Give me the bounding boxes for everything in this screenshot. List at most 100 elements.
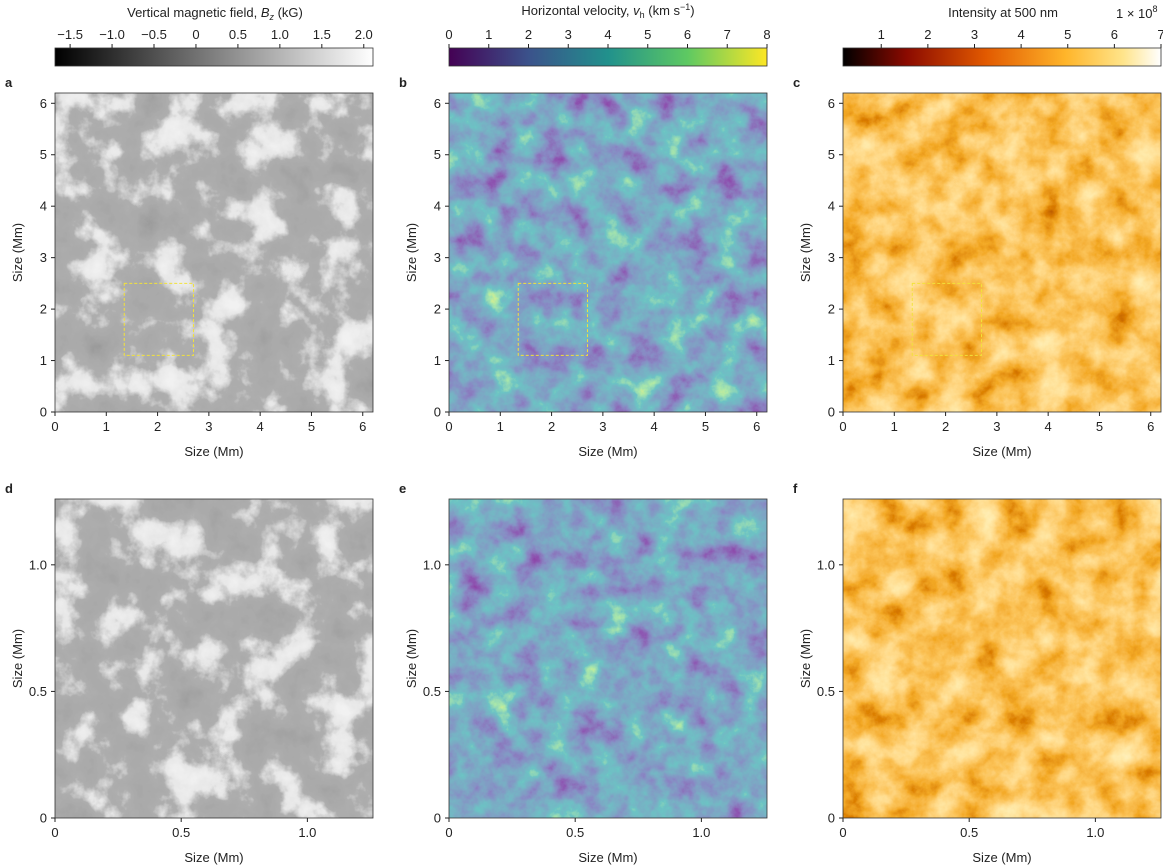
colorbar-tick-label: 3 bbox=[971, 27, 978, 42]
colorbar-title-part: ) bbox=[690, 3, 694, 18]
y-axis-label: Size (Mm) bbox=[404, 629, 419, 688]
y-tick-label: 6 bbox=[828, 96, 835, 111]
multiplier-part: 1 × 10 bbox=[1116, 6, 1153, 21]
panel-label: a bbox=[5, 75, 13, 90]
multiplier-part: 8 bbox=[1153, 4, 1158, 14]
x-tick-label: 0 bbox=[445, 825, 452, 840]
x-tick-label: 2 bbox=[548, 419, 555, 434]
y-tick-label: 0 bbox=[434, 405, 441, 420]
image-frame bbox=[842, 92, 1162, 413]
y-tick-label: 6 bbox=[434, 96, 441, 111]
colorbar-tick-label: 3 bbox=[565, 27, 572, 42]
colorbar bbox=[842, 47, 1162, 67]
colorbar-tick-label: 1 bbox=[485, 27, 492, 42]
x-axis-label: Size (Mm) bbox=[578, 444, 637, 459]
image-map bbox=[55, 499, 373, 818]
y-axis-label: Size (Mm) bbox=[798, 629, 813, 688]
colorbar bbox=[448, 47, 768, 67]
x-tick-label: 3 bbox=[599, 419, 606, 434]
panel-label: e bbox=[399, 481, 406, 496]
x-axis-label: Size (Mm) bbox=[972, 444, 1031, 459]
y-axis-label: Size (Mm) bbox=[10, 223, 25, 282]
x-tick-label: 1.0 bbox=[298, 825, 316, 840]
colorbar-title-part: (kG) bbox=[274, 5, 303, 20]
colorbar-title-part: −1 bbox=[680, 2, 690, 12]
panel-label: d bbox=[5, 481, 13, 496]
image-frame bbox=[842, 498, 1162, 819]
colorbar-title-part: (km s bbox=[645, 3, 681, 18]
colorbar-title: Intensity at 500 nm bbox=[948, 5, 1058, 20]
colorbar-tick-label: 8 bbox=[763, 27, 770, 42]
colorbar-tick-label: 7 bbox=[1157, 27, 1163, 42]
x-tick-label: 0 bbox=[445, 419, 452, 434]
x-tick-label: 0 bbox=[839, 825, 846, 840]
colorbar-tick-label: 0.5 bbox=[229, 27, 247, 42]
x-tick-label: 6 bbox=[1147, 419, 1154, 434]
x-tick-label: 3 bbox=[205, 419, 212, 434]
colorbar-tick-label: 4 bbox=[1018, 27, 1025, 42]
colorbar-title: Vertical magnetic field, Bz (kG) bbox=[127, 5, 303, 22]
panel-label: f bbox=[793, 481, 798, 496]
colorbar-title-part: h bbox=[640, 10, 645, 20]
y-tick-label: 3 bbox=[40, 250, 47, 265]
y-tick-label: 2 bbox=[40, 302, 47, 317]
colorbar-tick-label: 0 bbox=[445, 27, 452, 42]
x-tick-label: 2 bbox=[154, 419, 161, 434]
x-tick-label: 3 bbox=[993, 419, 1000, 434]
x-tick-label: 4 bbox=[651, 419, 658, 434]
x-tick-label: 1 bbox=[103, 419, 110, 434]
x-axis-label: Size (Mm) bbox=[184, 850, 243, 865]
x-axis-label: Size (Mm) bbox=[184, 444, 243, 459]
colorbar-tick-label: 2 bbox=[924, 27, 931, 42]
colorbar-tick-label: −1.0 bbox=[99, 27, 125, 42]
x-tick-label: 0.5 bbox=[566, 825, 584, 840]
colorbar-title-part: B bbox=[261, 5, 270, 20]
colorbar-tick-label: 5 bbox=[644, 27, 651, 42]
y-tick-label: 0 bbox=[828, 811, 835, 826]
image-map bbox=[843, 93, 1161, 412]
x-tick-label: 1 bbox=[891, 419, 898, 434]
y-axis-label: Size (Mm) bbox=[404, 223, 419, 282]
x-tick-label: 1 bbox=[497, 419, 504, 434]
colorbar-tick-label: 6 bbox=[1111, 27, 1118, 42]
x-tick-label: 5 bbox=[308, 419, 315, 434]
y-axis-label: Size (Mm) bbox=[10, 629, 25, 688]
y-tick-label: 2 bbox=[828, 302, 835, 317]
colorbar-tick-label: 6 bbox=[684, 27, 691, 42]
image-frame bbox=[448, 92, 768, 413]
y-tick-label: 2 bbox=[434, 302, 441, 317]
colorbar-title: Horizontal velocity, vh (km s−1) bbox=[521, 2, 694, 20]
colorbar-tick-label: 0 bbox=[192, 27, 199, 42]
region-box bbox=[517, 282, 588, 356]
y-tick-label: 3 bbox=[434, 250, 441, 265]
x-axis-label: Size (Mm) bbox=[972, 850, 1031, 865]
y-axis-label: Size (Mm) bbox=[798, 223, 813, 282]
y-tick-label: 1 bbox=[828, 353, 835, 368]
y-tick-label: 5 bbox=[40, 147, 47, 162]
colorbar-multiplier: 1 × 108 bbox=[1116, 4, 1158, 21]
x-tick-label: 6 bbox=[753, 419, 760, 434]
y-tick-label: 4 bbox=[434, 199, 441, 214]
y-tick-label: 0 bbox=[828, 405, 835, 420]
x-tick-label: 0.5 bbox=[960, 825, 978, 840]
colorbar-title-part: z bbox=[268, 12, 274, 22]
colorbar-tick-label: 5 bbox=[1064, 27, 1071, 42]
colorbar-title-part: Intensity at 500 nm bbox=[948, 5, 1058, 20]
y-tick-label: 1 bbox=[40, 353, 47, 368]
y-tick-label: 0.5 bbox=[817, 684, 835, 699]
x-tick-label: 0.5 bbox=[172, 825, 190, 840]
colorbar-title-part: Vertical magnetic field, bbox=[127, 5, 261, 20]
x-tick-label: 0 bbox=[839, 419, 846, 434]
y-tick-label: 4 bbox=[40, 199, 47, 214]
y-tick-label: 5 bbox=[434, 147, 441, 162]
x-tick-label: 0 bbox=[51, 419, 58, 434]
image-map bbox=[55, 93, 373, 412]
x-tick-label: 5 bbox=[702, 419, 709, 434]
x-tick-label: 0 bbox=[51, 825, 58, 840]
colorbar-tick-label: 4 bbox=[604, 27, 611, 42]
colorbar bbox=[54, 47, 374, 67]
y-tick-label: 0.5 bbox=[423, 684, 441, 699]
image-frame bbox=[54, 92, 374, 413]
colorbar-tick-label: 2.0 bbox=[355, 27, 373, 42]
x-axis-label: Size (Mm) bbox=[578, 850, 637, 865]
